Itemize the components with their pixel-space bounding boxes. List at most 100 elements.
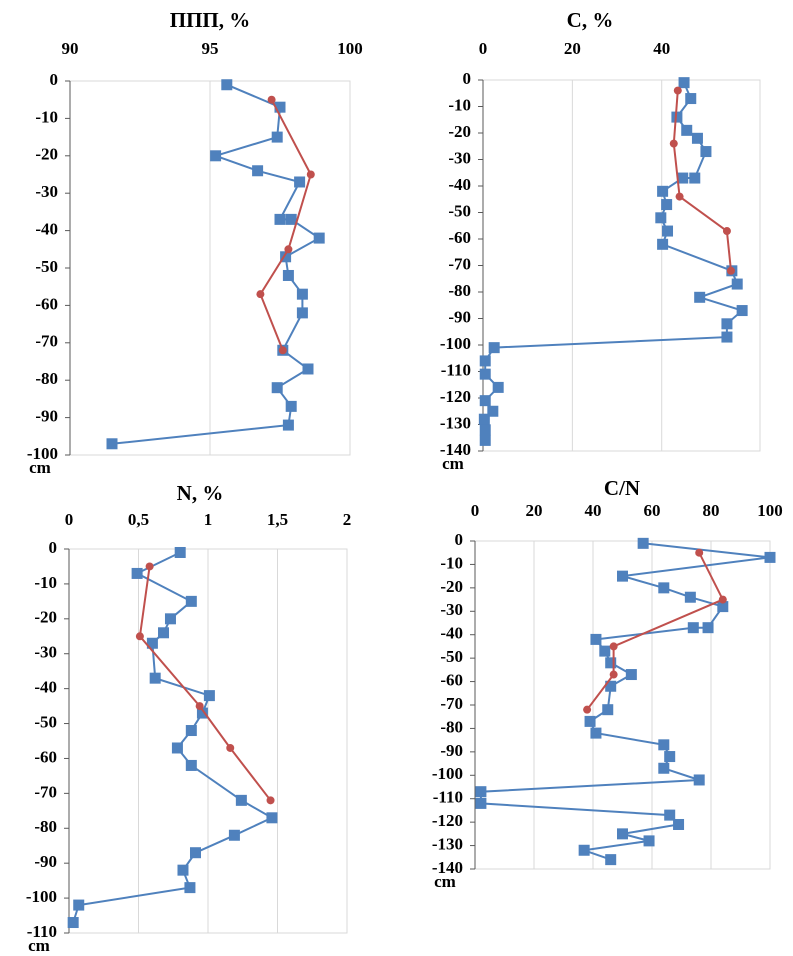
square-marker xyxy=(584,715,596,727)
y-tick-label: -10 xyxy=(448,95,471,114)
y-tick-label: -90 xyxy=(35,407,58,426)
square-marker xyxy=(721,331,733,343)
square-marker xyxy=(605,854,617,866)
y-tick-label: -80 xyxy=(448,281,471,300)
square-marker xyxy=(689,172,701,184)
y-tick-label: -10 xyxy=(35,107,58,126)
square-marker xyxy=(658,582,670,594)
y-tick-label: -10 xyxy=(34,573,57,592)
square-marker xyxy=(764,551,776,563)
circle-marker xyxy=(609,642,618,651)
square-marker xyxy=(274,213,286,225)
square-marker xyxy=(731,278,743,290)
y-tick-label: -100 xyxy=(27,444,58,463)
square-marker xyxy=(677,172,689,184)
x-tick-label: 0 xyxy=(479,39,488,58)
y-tick-label: -50 xyxy=(35,257,58,276)
square-marker xyxy=(479,434,491,446)
circle-marker xyxy=(726,266,735,275)
y-tick-label: -80 xyxy=(35,369,58,388)
square-marker xyxy=(478,413,490,425)
square-marker xyxy=(655,212,667,224)
y-tick-label: -20 xyxy=(35,145,58,164)
square-marker xyxy=(149,672,161,684)
x-tick-label: 1 xyxy=(204,510,213,529)
square-marker xyxy=(605,657,617,669)
y-tick-label: -30 xyxy=(440,600,463,619)
square-marker xyxy=(177,864,189,876)
square-marker xyxy=(252,165,264,177)
square-marker xyxy=(492,381,504,393)
y-tick-label: -130 xyxy=(432,834,463,853)
y-tick-label: -140 xyxy=(440,440,471,459)
x-tick-label: 0 xyxy=(471,501,480,520)
circle-marker xyxy=(718,595,727,604)
square-marker xyxy=(637,537,649,549)
square-marker xyxy=(274,101,286,113)
square-marker xyxy=(691,132,703,144)
x-tick-label: 0 xyxy=(65,510,74,529)
square-marker xyxy=(602,704,614,716)
square-marker xyxy=(302,363,314,375)
y-tick-label: -90 xyxy=(34,852,57,871)
y-tick-label: -30 xyxy=(34,643,57,662)
y-tick-label: -80 xyxy=(34,817,57,836)
square-marker xyxy=(282,419,294,431)
square-marker xyxy=(605,680,617,692)
square-marker xyxy=(313,232,325,244)
x-tick-label: 60 xyxy=(644,501,661,520)
square-marker xyxy=(189,847,201,859)
square-marker xyxy=(681,124,693,136)
x-tick-label: 80 xyxy=(703,501,720,520)
circle-marker xyxy=(583,705,592,714)
y-tick-label: -130 xyxy=(440,413,471,432)
square-marker xyxy=(657,238,669,250)
x-tick-label: 0,5 xyxy=(128,510,149,529)
square-marker xyxy=(661,199,673,211)
square-marker xyxy=(285,213,297,225)
circle-marker xyxy=(267,95,276,104)
square-marker xyxy=(131,567,143,579)
x-tick-label: 40 xyxy=(653,39,670,58)
square-marker xyxy=(185,595,197,607)
y-tick-label: -110 xyxy=(27,922,57,941)
y-tick-label: -20 xyxy=(34,608,57,627)
square-marker xyxy=(721,318,733,330)
circle-marker xyxy=(266,796,275,805)
square-marker xyxy=(196,707,208,719)
square-marker xyxy=(271,382,283,394)
series-line xyxy=(72,551,275,923)
x-tick-label: 100 xyxy=(757,501,783,520)
y-tick-label: -70 xyxy=(448,254,471,273)
square-marker xyxy=(174,546,186,558)
square-marker xyxy=(662,225,674,237)
circle-marker xyxy=(695,548,704,557)
y-tick-label: -100 xyxy=(440,334,471,353)
circle-marker xyxy=(673,86,682,95)
square-marker xyxy=(617,828,628,840)
square-marker xyxy=(294,176,306,188)
y-tick-label: -20 xyxy=(448,122,471,141)
y-tick-label: -120 xyxy=(432,811,463,830)
circle-marker xyxy=(669,139,678,148)
y-axis-label: cm xyxy=(29,458,51,477)
square-marker xyxy=(687,622,699,634)
y-tick-label: -50 xyxy=(34,712,57,731)
y-tick-label: -40 xyxy=(440,624,463,643)
square-marker xyxy=(285,400,297,412)
square-marker xyxy=(664,751,676,763)
square-marker xyxy=(203,690,215,702)
square-marker xyxy=(488,342,500,354)
square-marker xyxy=(617,570,628,582)
square-marker xyxy=(171,742,183,754)
y-tick-label: -30 xyxy=(35,182,58,201)
square-marker xyxy=(599,645,611,657)
square-marker xyxy=(184,882,196,894)
square-marker xyxy=(479,355,491,367)
y-axis-label: cm xyxy=(434,872,456,891)
square-marker xyxy=(678,77,690,89)
circle-marker xyxy=(675,192,684,201)
square-marker xyxy=(487,405,499,417)
circle-marker xyxy=(278,346,287,355)
